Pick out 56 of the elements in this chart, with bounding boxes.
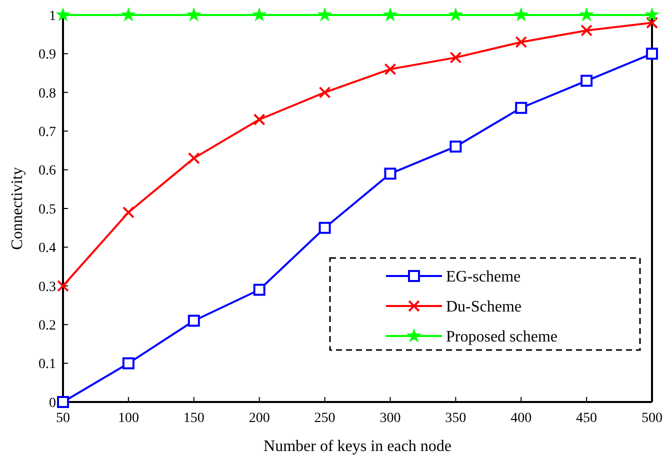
y-tick-label: 0.7 — [38, 125, 56, 140]
point — [318, 222, 331, 234]
x-tick-label: 100 — [118, 411, 139, 426]
x-tick-label: 350 — [445, 411, 466, 426]
point — [253, 113, 266, 126]
point — [382, 7, 398, 22]
point — [450, 52, 462, 64]
point — [579, 7, 594, 22]
point — [384, 168, 396, 180]
y-tick-label: 0.3 — [38, 280, 56, 295]
x-tick-label: 250 — [314, 411, 336, 426]
y-tick-label: 0.2 — [38, 318, 56, 334]
y-tick-label: 0.9 — [38, 48, 56, 63]
point — [188, 152, 200, 164]
y-axis-title: Connectivity — [9, 167, 26, 250]
x-tick-label: 300 — [380, 411, 401, 426]
y-tick-label: 0.5 — [38, 202, 56, 218]
point — [318, 86, 331, 98]
point — [317, 7, 332, 22]
x-tick-label: 400 — [510, 411, 532, 426]
point — [646, 48, 658, 60]
point — [57, 280, 69, 292]
point — [188, 314, 200, 327]
x-tick-label: 200 — [248, 411, 270, 426]
x-tick-label: 450 — [576, 411, 598, 426]
x-tick-label: 50 — [56, 411, 70, 426]
point — [55, 7, 71, 22]
point — [448, 7, 464, 22]
legend-label: Proposed scheme — [446, 328, 558, 346]
point — [122, 357, 134, 370]
point — [122, 206, 134, 218]
point — [450, 140, 462, 153]
y-tick-label: 0.1 — [38, 357, 56, 372]
point — [515, 102, 528, 114]
point — [644, 7, 660, 22]
x-tick-label: 500 — [642, 411, 662, 426]
y-tick-label: 0.6 — [38, 164, 56, 179]
point — [384, 63, 396, 76]
point — [580, 24, 593, 36]
legend-label: EG-scheme — [446, 268, 521, 286]
y-tick-label: 0.4 — [38, 241, 56, 256]
point — [646, 16, 658, 29]
y-tick-label: 1 — [49, 8, 56, 24]
point — [515, 36, 528, 48]
point — [514, 7, 529, 22]
point — [253, 284, 266, 296]
point — [580, 74, 593, 87]
x-tick-label: 150 — [183, 411, 204, 426]
point — [252, 7, 267, 22]
legend-label: Du-Scheme — [446, 298, 522, 316]
point — [120, 7, 136, 22]
y-tick-label: 0.8 — [38, 86, 56, 102]
point — [57, 396, 69, 408]
y-tick-label: 0 — [49, 396, 56, 411]
point — [186, 7, 202, 22]
x-axis-title: Number of keys in each node — [264, 438, 452, 455]
